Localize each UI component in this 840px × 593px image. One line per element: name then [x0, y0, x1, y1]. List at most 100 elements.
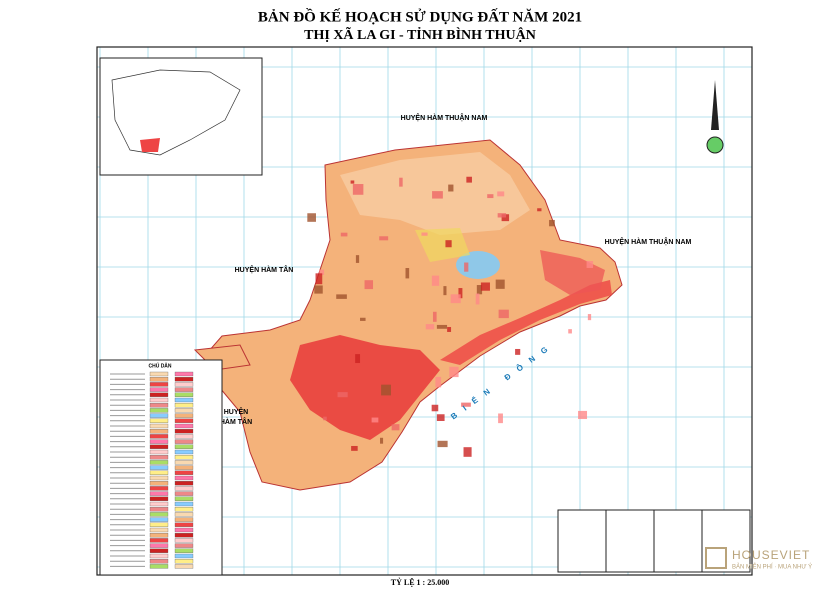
watermark-logo	[705, 547, 727, 569]
legend-swatch	[174, 470, 194, 475]
north-arrow	[711, 80, 719, 130]
parcel	[337, 392, 348, 398]
parcel	[323, 416, 327, 421]
legend-swatch	[174, 491, 194, 496]
legend-swatch	[174, 522, 194, 527]
watermark-brand: HOUSEVIET	[732, 548, 810, 562]
legend-swatch	[149, 403, 169, 408]
legend-swatch	[149, 460, 169, 465]
parcel	[355, 255, 360, 263]
parcel	[515, 348, 521, 355]
legend-swatch	[149, 449, 169, 455]
region-label: HUYỆN	[224, 407, 249, 416]
parcel	[501, 214, 510, 222]
region-label: HUYỆN HÀM TÂN	[235, 265, 294, 274]
parcel	[497, 191, 505, 197]
legend-swatch	[149, 538, 169, 543]
parcel	[391, 424, 400, 431]
parcel	[399, 177, 403, 187]
parcel	[464, 262, 469, 272]
legend-swatch	[174, 564, 194, 569]
legend-swatch	[149, 429, 169, 434]
legend-swatch	[149, 387, 169, 392]
legend-swatch	[174, 413, 194, 418]
legend-swatch	[174, 486, 194, 491]
legend-swatch	[174, 382, 194, 387]
scale: TỶ LỆ 1 : 25.000	[391, 577, 449, 587]
legend-swatch	[149, 533, 169, 538]
lake	[456, 251, 500, 279]
parcel	[587, 314, 592, 321]
parcel	[476, 285, 483, 295]
legend-swatch	[174, 371, 194, 377]
legend-swatch	[174, 496, 194, 501]
parcel	[380, 437, 384, 444]
legend-swatch	[149, 470, 169, 475]
parcel	[447, 327, 452, 332]
legend-swatch	[149, 553, 169, 559]
parcel	[466, 176, 472, 183]
legend-swatch	[149, 501, 169, 507]
parcel	[435, 376, 442, 388]
parcel	[449, 366, 459, 378]
parcel	[379, 236, 389, 241]
parcel	[498, 309, 509, 319]
parcel	[360, 317, 366, 321]
parcel	[461, 402, 471, 407]
legend-swatch	[174, 481, 194, 486]
legend-swatch	[149, 517, 169, 522]
legend-swatch	[174, 387, 194, 392]
parcel	[425, 324, 435, 330]
parcel	[307, 213, 316, 222]
legend-title: CHÚ DẪN	[148, 362, 171, 369]
legend-swatch	[174, 475, 194, 481]
legend-swatch	[149, 496, 169, 501]
parcel	[443, 286, 447, 296]
legend-swatch	[174, 439, 194, 444]
legend-swatch	[149, 413, 169, 418]
map-frame	[96, 46, 753, 576]
legend-swatch	[174, 403, 194, 408]
parcel	[381, 384, 391, 396]
parcel	[487, 194, 494, 199]
legend-swatch	[149, 507, 169, 512]
legend-swatch	[174, 465, 194, 470]
legend-swatch	[174, 408, 194, 413]
legend-swatch	[174, 501, 194, 507]
inset-highlight	[140, 138, 160, 152]
legend-swatch	[174, 429, 194, 434]
compass	[706, 136, 724, 154]
parcel	[355, 354, 361, 364]
legend-swatch	[174, 444, 194, 449]
region-label: HÀM TÂN	[220, 417, 252, 426]
parcel	[568, 329, 572, 334]
parcel	[315, 273, 323, 285]
parcel	[364, 280, 374, 290]
parcel	[432, 191, 443, 199]
parcel	[431, 404, 439, 412]
legend-swatch	[149, 455, 169, 460]
legend-swatch	[149, 382, 169, 387]
legend-swatch	[149, 475, 169, 481]
legend-swatch	[174, 548, 194, 553]
legend-swatch	[149, 486, 169, 491]
legend-swatch	[174, 538, 194, 543]
coastal-urban	[440, 280, 612, 365]
legend-swatch	[149, 564, 169, 569]
legend-swatch	[149, 377, 169, 382]
parcel	[437, 440, 448, 448]
parcel	[475, 293, 480, 305]
parcel	[432, 311, 437, 322]
legend-swatch	[174, 553, 194, 559]
parcel	[421, 232, 428, 236]
legend-swatch	[149, 512, 169, 517]
legend-swatch	[174, 397, 194, 403]
legend-swatch	[149, 465, 169, 470]
legend-swatch	[174, 543, 194, 548]
legend-swatch	[149, 423, 169, 429]
legend-swatch	[149, 491, 169, 496]
land-parcels	[307, 176, 594, 457]
parcel	[431, 275, 440, 286]
subtitle: THỊ XÃ LA GI - TỈNH BÌNH THUẬN	[304, 25, 536, 43]
